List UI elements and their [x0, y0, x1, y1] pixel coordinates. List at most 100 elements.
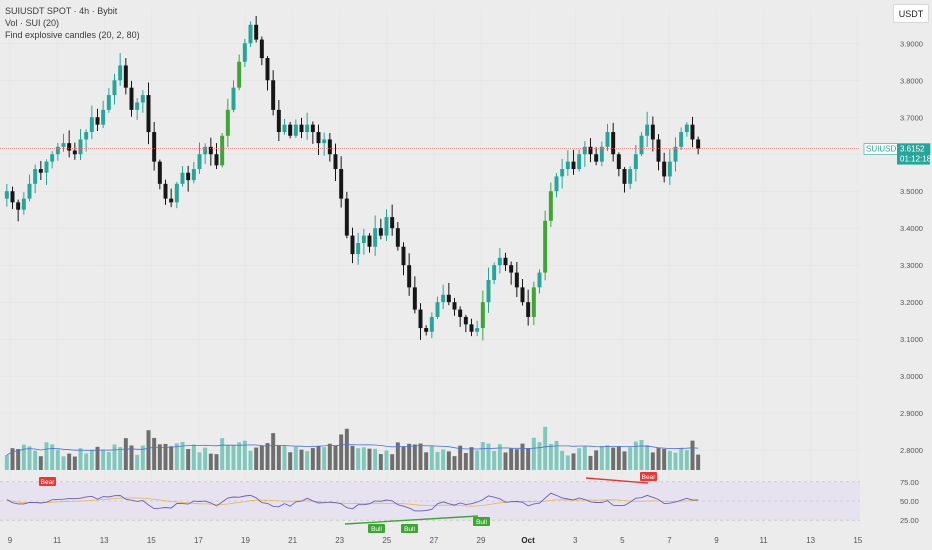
volume-bar: [407, 443, 412, 470]
candle-body: [135, 102, 140, 110]
volume-bar: [67, 453, 72, 470]
candle-body: [509, 265, 514, 273]
volume-bar: [469, 447, 474, 470]
candle-body: [616, 154, 621, 170]
time-tick-label: 5: [620, 536, 625, 545]
volume-bar: [254, 447, 259, 470]
volume-bar: [696, 454, 701, 470]
candle-body: [95, 117, 100, 125]
candle-body: [27, 183, 32, 199]
indicator-legend[interactable]: Find explosive candles (20, 2, 80): [5, 30, 140, 40]
volume-bar: [163, 443, 168, 470]
candle-body: [486, 279, 491, 303]
candle-body: [594, 154, 599, 162]
volume-bar: [322, 447, 327, 470]
candle-body: [163, 183, 168, 199]
time-axis[interactable]: 9 11 13 15 17 19 21 23 25 27 29 Oct 3 5 7 9 11 13 15: [8, 536, 863, 545]
volume-bar: [282, 445, 287, 470]
volume-bar: [384, 450, 389, 470]
candle-body: [418, 309, 423, 329]
volume-bar: [401, 446, 406, 470]
volume-bar: [475, 450, 480, 470]
volume-bar: [645, 445, 650, 470]
volume-bar: [373, 448, 378, 470]
candle-body: [367, 235, 372, 247]
current-price-label: SUIUSDT 3.6152 01:12:18: [863, 143, 932, 165]
symbol-title[interactable]: SUIUSDT SPOT · 4h · Bybit: [5, 6, 118, 16]
rsi-tick-label: 25.00: [900, 516, 919, 525]
candle-body: [310, 124, 315, 133]
candle-body: [639, 135, 644, 155]
volume-bar: [55, 449, 60, 470]
volume-bar: [537, 442, 542, 470]
candle-body: [271, 80, 276, 110]
volume-bar: [4, 455, 9, 470]
volume-bar: [628, 447, 633, 470]
rsi-tick-label: 75.00: [900, 478, 919, 487]
bull-badge-bg: [401, 524, 418, 533]
price-tick-label: 3.3000: [900, 261, 923, 270]
candle-body: [61, 143, 66, 147]
candles-pane: [4, 16, 701, 341]
candle-body: [548, 191, 553, 221]
bull-badge: Bull: [371, 526, 382, 533]
candle-body: [452, 302, 457, 310]
candle-body: [429, 316, 434, 332]
candle-body: [101, 109, 106, 125]
candle-body: [424, 328, 429, 332]
candle-body: [322, 139, 327, 144]
price-tick-label: 3.2000: [900, 298, 923, 307]
candle-body: [480, 302, 485, 329]
candle-body: [276, 109, 281, 133]
time-tick-label: 11: [53, 536, 62, 545]
volume-bar: [639, 440, 644, 470]
candle-body: [537, 272, 542, 288]
volume-bar: [429, 446, 434, 470]
volume-bar: [673, 452, 678, 470]
candle-body: [333, 154, 338, 170]
volume-bar: [84, 453, 89, 470]
candle-body: [78, 139, 83, 155]
bull-divergence-line: [344, 515, 479, 525]
volume-bar: [565, 455, 570, 470]
volume-bar: [174, 443, 179, 470]
volume-bar: [577, 448, 582, 470]
volume-bar: [288, 452, 293, 470]
volume-bar: [435, 451, 440, 470]
bear-badge: Bear: [642, 474, 657, 481]
candle-body: [469, 324, 474, 332]
candle-body: [690, 124, 695, 140]
candle-body: [16, 202, 21, 210]
candle-body: [169, 198, 174, 203]
candle-body: [305, 124, 310, 133]
volume-bar: [679, 448, 684, 470]
volume-bar: [78, 448, 83, 470]
volume-bar: [61, 456, 66, 470]
candle-body: [667, 161, 672, 177]
volume-bar: [10, 448, 15, 470]
currency-button[interactable]: USDT: [893, 4, 929, 23]
time-tick-label: 7: [667, 536, 672, 545]
candle-body: [588, 146, 593, 155]
candle-body: [316, 132, 321, 144]
candle-body: [220, 135, 225, 166]
candle-body: [237, 61, 242, 88]
price-tick-label: 2.8000: [900, 446, 923, 455]
rsi-ma-line: [6, 497, 699, 507]
volume-bar: [214, 454, 219, 470]
volume-bar: [446, 451, 451, 470]
volume-bar: [480, 442, 485, 470]
candle-body: [140, 95, 145, 103]
volume-bar: [458, 445, 463, 470]
candle-body: [390, 217, 395, 229]
volume-bar: [299, 449, 304, 470]
volume-bar: [140, 445, 145, 470]
candle-body: [560, 169, 565, 177]
volume-bar: [72, 456, 77, 470]
volume-bar: [622, 451, 627, 470]
bull-badge: Bull: [404, 526, 415, 533]
volume-legend[interactable]: Vol · SUI (20): [5, 18, 60, 28]
volume-bar: [27, 446, 32, 470]
candle-body: [67, 143, 72, 151]
